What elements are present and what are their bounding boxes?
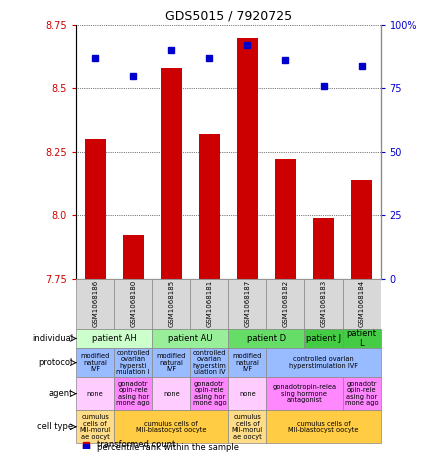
Bar (114, 279, 152, 329)
Bar (122, 236, 143, 279)
Bar (161, 68, 181, 279)
Text: patient D: patient D (247, 334, 285, 343)
Text: percentile rank within the sample: percentile rank within the sample (97, 443, 239, 452)
Bar (76, 329, 152, 348)
Bar (228, 348, 266, 377)
Text: gonadotr
opin-rele
asing hor
mone ago: gonadotr opin-rele asing hor mone ago (192, 381, 226, 406)
Text: modified
natural
IVF: modified natural IVF (156, 353, 186, 372)
Text: controlled
ovarian
hypersti
mulation I: controlled ovarian hypersti mulation I (116, 350, 150, 376)
Text: patient
L: patient L (346, 329, 376, 348)
Text: none: none (162, 390, 179, 397)
Text: agent: agent (49, 389, 73, 398)
Text: patient J: patient J (305, 334, 340, 343)
Bar (152, 329, 228, 348)
Text: GSM1068184: GSM1068184 (358, 280, 364, 327)
Bar (342, 377, 380, 410)
Text: GSM1068186: GSM1068186 (92, 280, 98, 327)
Text: GSM1068181: GSM1068181 (206, 280, 212, 327)
Bar (266, 279, 304, 329)
Bar (76, 377, 114, 410)
Bar (76, 410, 114, 443)
Bar (190, 279, 228, 329)
Bar (76, 348, 114, 377)
Text: transformed count: transformed count (97, 440, 175, 449)
Text: GSM1068185: GSM1068185 (168, 280, 174, 327)
Bar (304, 329, 342, 348)
Text: modified
natural
IVF: modified natural IVF (232, 353, 262, 372)
Text: none: none (86, 390, 103, 397)
Bar (114, 410, 228, 443)
Bar (266, 377, 342, 410)
Text: controlled ovarian
hyperstimulation IVF: controlled ovarian hyperstimulation IVF (288, 357, 357, 369)
Text: controlled
ovarian
hyperstim
ulation IV: controlled ovarian hyperstim ulation IV (192, 350, 226, 376)
Text: GSM1068182: GSM1068182 (282, 280, 288, 327)
Bar (198, 134, 219, 279)
Bar (304, 279, 342, 329)
Text: GSM1068180: GSM1068180 (130, 280, 136, 327)
Bar (190, 377, 228, 410)
Bar (76, 279, 114, 329)
Text: gonadotr
opin-rele
asing hor
mone ago: gonadotr opin-rele asing hor mone ago (116, 381, 150, 406)
Bar (266, 410, 380, 443)
Text: patient AH: patient AH (92, 334, 136, 343)
Text: modified
natural
IVF: modified natural IVF (80, 353, 110, 372)
Bar (228, 329, 304, 348)
Text: gonadotropin-relea
sing hormone
antagonist: gonadotropin-relea sing hormone antagoni… (272, 384, 336, 403)
Text: patient AU: patient AU (168, 334, 212, 343)
Bar (152, 348, 190, 377)
Bar (114, 377, 152, 410)
Bar (228, 279, 266, 329)
Bar (85, 139, 105, 279)
Text: cumulus cells of
MII-blastocyst oocyte: cumulus cells of MII-blastocyst oocyte (136, 420, 206, 433)
Bar (152, 279, 190, 329)
Text: cumulus
cells of
MII-morul
ae oocyt: cumulus cells of MII-morul ae oocyt (231, 414, 263, 439)
Bar (228, 377, 266, 410)
Text: GSM1068183: GSM1068183 (320, 280, 326, 327)
Text: protocol: protocol (39, 358, 73, 367)
Text: individual: individual (32, 334, 73, 343)
Title: GDS5015 / 7920725: GDS5015 / 7920725 (164, 10, 291, 22)
Bar (190, 348, 228, 377)
Bar (342, 329, 380, 348)
Text: cumulus
cells of
MII-morul
ae oocyt: cumulus cells of MII-morul ae oocyt (79, 414, 111, 439)
Text: GSM1068187: GSM1068187 (244, 280, 250, 327)
Text: gonadotr
opin-rele
asing hor
mone ago: gonadotr opin-rele asing hor mone ago (344, 381, 378, 406)
Bar (350, 180, 371, 279)
Text: cell type: cell type (37, 422, 73, 431)
Bar (342, 279, 380, 329)
Text: none: none (238, 390, 255, 397)
Bar (266, 348, 380, 377)
Bar (114, 348, 152, 377)
Bar (152, 377, 190, 410)
Bar (274, 159, 295, 279)
Bar (237, 38, 257, 279)
Bar (312, 218, 333, 279)
Bar (228, 410, 266, 443)
Text: cumulus cells of
MII-blastocyst oocyte: cumulus cells of MII-blastocyst oocyte (288, 420, 358, 433)
